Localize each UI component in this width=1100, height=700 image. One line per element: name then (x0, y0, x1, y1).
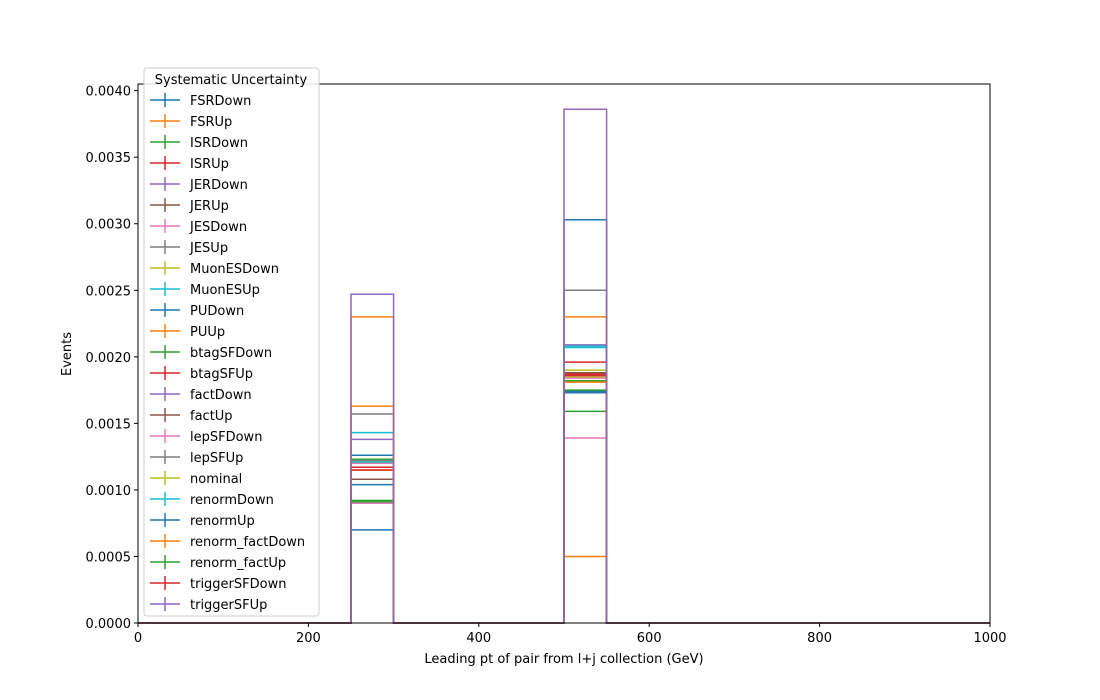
legend-label: MuonESUp (190, 283, 260, 298)
legend-entry: lepSFDown (150, 429, 262, 445)
x-tick-label: 600 (637, 631, 662, 646)
y-tick-label: 0.0040 (86, 85, 132, 100)
legend: Systematic Uncertainty FSRDown FSRUp ISRDo… (143, 67, 320, 617)
legend-label: ISRDown (190, 136, 248, 151)
legend-label: PUDown (190, 304, 244, 319)
legend-box (143, 67, 320, 617)
legend-entry: renormDown (150, 492, 274, 508)
legend-entry: triggerSFDown (150, 576, 286, 592)
legend-label: lepSFUp (190, 451, 243, 466)
x-tick-label: 1000 (973, 631, 1006, 646)
x-tick-label: 400 (466, 631, 491, 646)
legend-entry: renormUp (150, 513, 255, 529)
legend-entry: FSRUp (150, 114, 232, 130)
legend-label: btagSFUp (190, 367, 253, 382)
y-tick-label: 0.0000 (86, 617, 132, 632)
legend-entry: btagSFDown (150, 345, 272, 361)
legend-label: JESDown (189, 220, 247, 235)
legend-label: PUUp (190, 325, 225, 340)
legend-label: factDown (190, 388, 252, 403)
legend-entry: renorm_factUp (150, 555, 286, 571)
legend-label: factUp (190, 409, 233, 424)
y-tick-label: 0.0015 (86, 417, 132, 432)
legend-label: ISRUp (190, 157, 229, 172)
legend-entry: btagSFUp (150, 366, 253, 382)
y-tick-label: 0.0005 (86, 550, 132, 565)
legend-label: btagSFDown (190, 346, 272, 361)
legend-entry: ISRUp (150, 156, 229, 172)
legend-entry: JESUp (150, 240, 228, 256)
legend-label: MuonESDown (190, 262, 279, 277)
legend-entry: JESDown (150, 219, 247, 235)
legend-title: Systematic Uncertainty (155, 73, 308, 88)
legend-label: renormUp (190, 514, 255, 529)
y-tick-label: 0.0025 (86, 284, 132, 299)
legend-label: renorm_factDown (190, 535, 305, 550)
legend-entry: triggerSFUp (150, 597, 267, 613)
legend-label: FSRDown (190, 94, 251, 109)
legend-entry: JERDown (150, 177, 248, 193)
legend-entry: ISRDown (150, 135, 248, 151)
legend-label: renorm_factUp (190, 556, 286, 571)
y-tick-label: 0.0020 (86, 351, 132, 366)
y-tick-label: 0.0010 (86, 484, 132, 499)
legend-label: JESUp (189, 241, 228, 256)
y-axis: 0.0000 0.0005 0.0010 0.0015 0.0020 0.0025 0.00… (86, 85, 138, 632)
legend-entry: nominal (150, 471, 242, 487)
legend-entry: MuonESDown (150, 261, 279, 277)
legend-label: renormDown (190, 493, 274, 508)
legend-label: triggerSFUp (190, 598, 267, 613)
y-tick-label: 0.0035 (86, 151, 132, 166)
legend-label: nominal (190, 472, 242, 487)
legend-label: JERUp (189, 199, 229, 214)
x-tick-label: 800 (807, 631, 832, 646)
legend-entries: FSRDown FSRUp ISRDown ISRUp JERDown JERUp JESD… (150, 93, 305, 613)
x-axis-label: Leading pt of pair from l+j collection (… (424, 652, 703, 667)
x-tick-label: 200 (296, 631, 321, 646)
legend-entry: factDown (150, 387, 252, 403)
legend-label: JERDown (189, 178, 248, 193)
plot-frame (137, 83, 991, 624)
legend-entry: JERUp (150, 198, 229, 214)
legend-entry: FSRDown (150, 93, 251, 109)
legend-entry: PUUp (150, 324, 225, 340)
legend-label: lepSFDown (190, 430, 262, 445)
y-tick-label: 0.0030 (86, 218, 132, 233)
legend-label: FSRUp (190, 115, 232, 130)
y-axis-label: Events (60, 332, 75, 376)
legend-entry: factUp (150, 408, 233, 424)
legend-entry: renorm_factDown (150, 534, 305, 550)
legend-label: triggerSFDown (190, 577, 286, 592)
legend-entry: MuonESUp (150, 282, 260, 298)
x-tick-label: 0 (134, 631, 142, 646)
legend-entry: PUDown (150, 303, 244, 319)
legend-entry: lepSFUp (150, 450, 243, 466)
x-axis: 0 200 400 600 800 1000 (134, 623, 1007, 646)
